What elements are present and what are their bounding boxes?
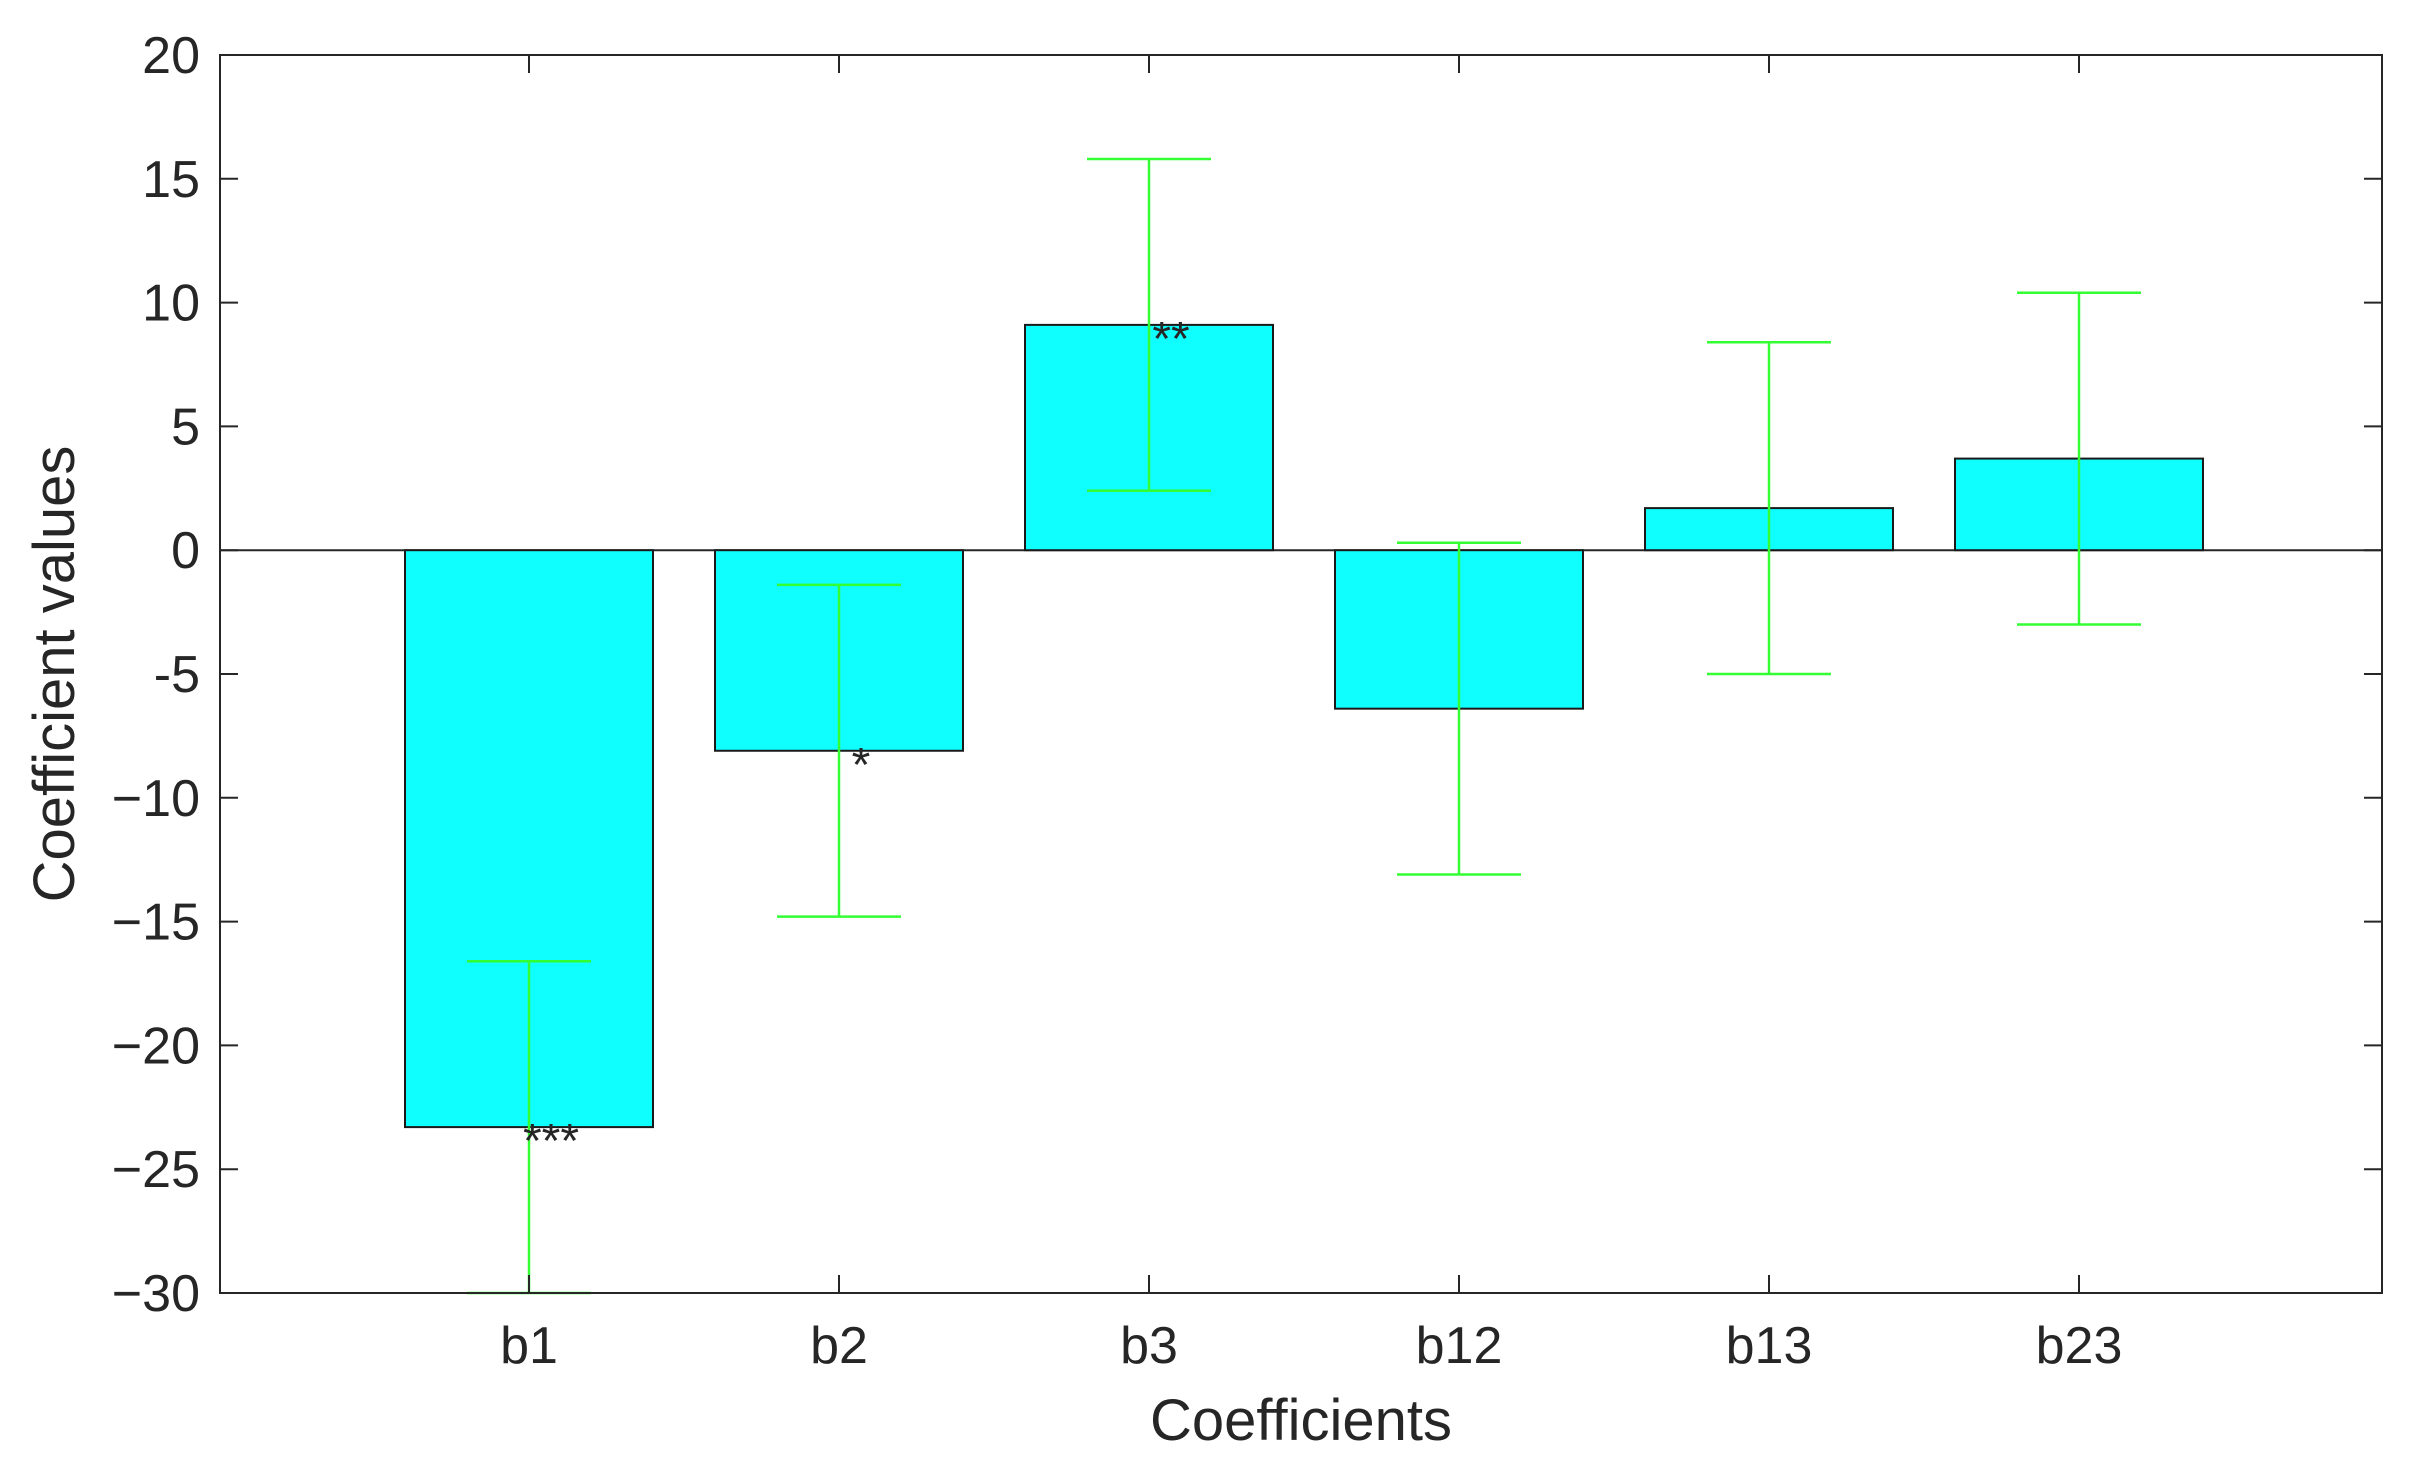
y-tick-label: −15 — [112, 894, 200, 952]
y-tick-label: −25 — [112, 1141, 200, 1199]
y-tick-label: −30 — [112, 1265, 200, 1323]
significance-label-b2: * — [852, 739, 871, 792]
y-tick-label: −20 — [112, 1017, 200, 1075]
error-bar-b3 — [1087, 157, 1211, 493]
y-tick-label: 10 — [142, 275, 200, 333]
y-tick-label: 0 — [171, 522, 200, 580]
y-tick-label: -5 — [154, 646, 200, 704]
significance-label-b1: *** — [523, 1115, 579, 1168]
error-bar-b13 — [1707, 340, 1831, 676]
y-axis-title: Coefficient values — [22, 446, 87, 903]
x-tick-label-b13: b13 — [1726, 1317, 1813, 1375]
x-tick-label-b23: b23 — [2036, 1317, 2123, 1375]
x-tick-label-b2: b2 — [810, 1317, 868, 1375]
error-bar-b2 — [777, 583, 901, 918]
x-tick-label-b12: b12 — [1416, 1317, 1503, 1375]
x-tick-label-b1: b1 — [500, 1317, 558, 1375]
y-tick-label: 20 — [142, 27, 200, 85]
error-bar-b23 — [2017, 291, 2141, 626]
y-tick-label: −10 — [112, 770, 200, 828]
y-tick-label: 5 — [171, 398, 200, 456]
y-tick-label: 15 — [142, 151, 200, 209]
x-axis-title: Coefficients — [1150, 1388, 1452, 1453]
significance-label-b3: ** — [1152, 313, 1189, 366]
x-tick-label-b3: b3 — [1120, 1317, 1178, 1375]
error-bar-b12 — [1397, 541, 1521, 876]
